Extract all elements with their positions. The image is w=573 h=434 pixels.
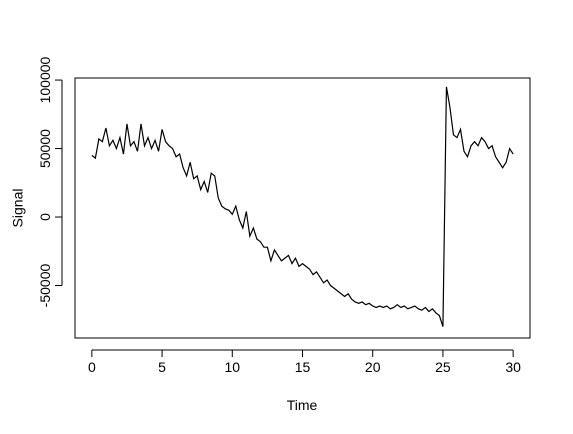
x-tick-label: 5	[158, 359, 166, 375]
y-axis-label: Signal	[10, 189, 26, 228]
x-tick-label: 25	[435, 359, 451, 375]
y-tick-label: 100000	[37, 56, 53, 103]
x-tick-label: 30	[505, 359, 521, 375]
x-tick-label: 10	[224, 359, 240, 375]
y-tick-label: 0	[37, 213, 53, 221]
y-tick-label: -50000	[37, 264, 53, 308]
line	[91, 86, 514, 327]
x-axis-label: Time	[287, 397, 318, 413]
x-tick-label: 20	[365, 359, 381, 375]
x-tick-label: 15	[295, 359, 311, 375]
y-tick-label: 50000	[37, 129, 53, 168]
x-tick-label: 0	[88, 359, 96, 375]
plot-box	[74, 77, 531, 339]
